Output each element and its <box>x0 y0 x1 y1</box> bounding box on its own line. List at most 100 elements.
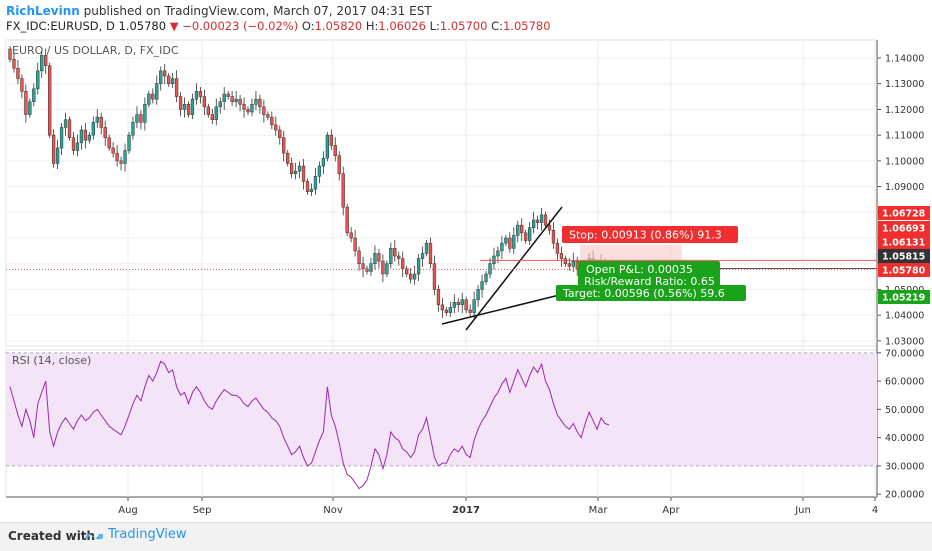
candle-body <box>464 299 468 311</box>
candle-body <box>337 155 341 174</box>
candle-body <box>198 91 203 97</box>
candle-body <box>63 119 68 128</box>
candle-body <box>567 263 571 267</box>
candle-body <box>500 242 504 252</box>
candle-body <box>174 78 179 97</box>
x-tick-label: 2017 <box>452 505 480 516</box>
candle-body <box>401 258 405 270</box>
candle-body <box>504 237 508 244</box>
candle-body <box>59 127 64 149</box>
price-tag-label: 1.06131 <box>882 238 925 249</box>
candle-body <box>531 219 536 228</box>
x-tick-label: Nov <box>323 505 343 516</box>
candle-body <box>182 104 187 110</box>
candle-body <box>119 160 123 164</box>
candle-body <box>178 96 183 110</box>
candle-body <box>555 242 560 254</box>
candle-body <box>543 214 548 226</box>
x-tick-label: Aug <box>118 505 138 516</box>
candle-body <box>143 104 147 123</box>
candle-body <box>111 147 115 154</box>
candle-body <box>32 88 36 102</box>
candle-body <box>432 263 437 290</box>
candle-body <box>282 137 286 154</box>
candle-body <box>258 98 262 108</box>
candle-body <box>508 237 512 249</box>
low-label: L: <box>429 19 440 33</box>
candle-body <box>131 122 135 136</box>
trend-line-rising <box>465 206 563 331</box>
tradingview-label: TradingView <box>108 527 187 542</box>
candle-body <box>389 248 393 264</box>
candle-body <box>301 165 306 182</box>
candle-body <box>139 114 143 123</box>
candle-body <box>357 250 361 264</box>
candle-body <box>456 302 460 306</box>
tradingview-brand[interactable]: TradingView <box>84 527 187 542</box>
candle-body <box>206 106 210 115</box>
pnl-label-text: Open P&L: 0.00035 <box>586 263 693 276</box>
candle-body <box>317 165 322 177</box>
price-tick-label: 1.10000 <box>885 156 924 167</box>
author-link[interactable]: RichLevinn <box>6 4 80 18</box>
candle-body <box>472 299 476 313</box>
candle-body <box>341 173 345 208</box>
candle-body <box>20 78 24 92</box>
candle-body <box>79 129 84 144</box>
candle-body <box>293 170 298 174</box>
rsi-tick-label: 70.0000 <box>885 348 924 359</box>
candle-body <box>444 309 449 313</box>
candle-body <box>385 263 389 275</box>
candle-body <box>353 237 357 252</box>
candle-body <box>190 98 195 115</box>
candle-body <box>222 93 226 102</box>
candle-body <box>309 188 314 192</box>
candle-body <box>51 134 56 164</box>
candle-body <box>416 258 421 275</box>
chart-header: RichLevinn published on TradingView.com,… <box>0 0 932 38</box>
candle-body <box>528 227 532 241</box>
created-with-text: Created with <box>8 529 96 543</box>
candle-body <box>488 263 492 275</box>
rsi-tick-label: 40.0000 <box>885 433 924 444</box>
candle-body <box>440 304 445 311</box>
candle-body <box>194 91 199 100</box>
price-tag-box <box>878 221 930 235</box>
candle-body <box>250 104 254 113</box>
candle-body <box>563 258 568 264</box>
candle-body <box>369 263 373 272</box>
rsi-line <box>9 360 610 490</box>
candle-body <box>274 124 278 131</box>
price-pane-title: EURO / US DOLLAR, D, FX_IDC <box>12 44 179 57</box>
candle-body <box>409 273 413 280</box>
price-tick-label: 1.14000 <box>885 54 924 65</box>
candle-body <box>266 114 270 118</box>
candle-body <box>428 242 433 264</box>
price-tag-box <box>878 235 930 249</box>
candle-body <box>170 78 175 84</box>
candle-body <box>147 93 151 105</box>
candle-body <box>512 235 516 249</box>
candle-body <box>67 119 72 138</box>
chart-area[interactable]: Aug Sep Nov 2017 Mar Apr Jun 4 1.14000 1.13000 1.1… <box>0 0 932 522</box>
candle-body <box>420 253 425 259</box>
candle-body <box>8 48 12 60</box>
down-triangle-icon: ▼ <box>169 19 179 33</box>
candle-body <box>460 299 464 306</box>
candle-body <box>262 106 266 115</box>
target-label-box <box>556 285 746 301</box>
candle-body <box>535 219 540 223</box>
candle-body <box>234 98 238 102</box>
candle-body <box>547 224 552 231</box>
candle-body <box>95 116 99 123</box>
candle-body <box>289 163 294 174</box>
rsi-tick-label: 60.0000 <box>885 377 924 388</box>
price-pane <box>5 39 878 347</box>
price-tag-label: 1.05815 <box>882 252 925 263</box>
candle-body <box>484 273 488 282</box>
publish-line: RichLevinn published on TradingView.com,… <box>6 4 432 18</box>
candle-body <box>87 134 91 141</box>
candle-body <box>238 98 242 105</box>
candle-body <box>349 232 353 239</box>
x-tick-label: Mar <box>589 505 609 516</box>
